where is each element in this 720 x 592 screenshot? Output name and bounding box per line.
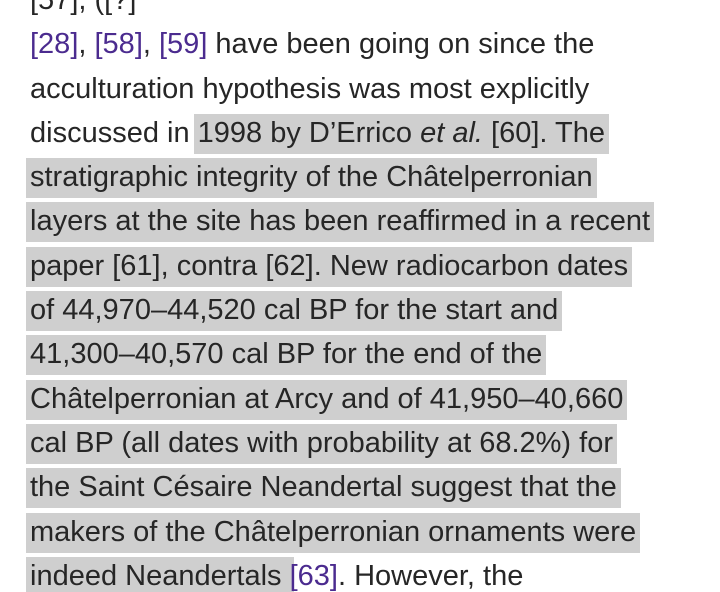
text-line-4: stratigraphic integrity of the Châtelper… [26,155,710,199]
highlighted-text[interactable]: cal BP (all dates with probability at 68… [26,423,617,464]
highlight-fragment: 1998 by D’Errico [197,116,421,149]
citation-link[interactable]: [28] [30,28,79,61]
highlighted-text[interactable]: paper [61], contra [62]. New radiocarbon… [26,246,633,287]
italic-text: et al. [420,116,483,149]
text-line-6: paper [61], contra [62]. New radiocarbon… [26,244,710,288]
text-line-2: acculturation hypothesis was most explic… [30,67,710,111]
citation-link[interactable]: [63] [289,559,338,592]
highlighted-text[interactable]: layers at the site has been reaffirmed i… [26,202,655,243]
line-text: acculturation hypothesis was most explic… [30,72,590,105]
citation-link[interactable]: [58] [94,28,143,61]
text-line-12: makers of the Châtelperronian ornaments … [26,510,710,554]
highlighted-text[interactable]: the Saint Césaire Neandertal suggest tha… [26,468,621,509]
highlight-fragment: [60]. The [482,116,605,149]
text-line-11: the Saint Césaire Neandertal suggest tha… [26,465,710,509]
text-line-10: cal BP (all dates with probability at 68… [26,421,710,465]
line-text: . However, the [337,559,524,592]
citation-link[interactable]: [59] [159,28,208,61]
text-line-7: of 44,970–44,520 cal BP for the start an… [26,288,710,332]
text-line-8: 41,300–40,570 cal BP for the end of the [26,332,710,376]
text-line-5: layers at the site has been reaffirmed i… [26,199,710,243]
text-line-1: [28], [58], [59] have been going on sinc… [30,28,595,61]
partial-cut-line: [57], ([?] [30,0,137,16]
highlighted-text[interactable]: 41,300–40,570 cal BP for the end of the [26,335,547,376]
highlighted-text[interactable]: makers of the Châtelperronian ornaments … [26,512,641,553]
line-text: have been going on since the [207,28,595,61]
highlighted-text[interactable]: 1998 by D’Errico et al. [60]. The [193,113,609,154]
highlighted-text[interactable]: stratigraphic integrity of the Châtelper… [26,158,597,199]
highlighted-text[interactable]: indeed Neandertals [26,556,294,592]
text-line-3: discussed in 1998 by D’Errico et al. [60… [30,111,710,155]
line-text: discussed in [30,116,198,149]
highlighted-text[interactable]: of 44,970–44,520 cal BP for the start an… [26,291,563,332]
text-line-9: Châtelperronian at Arcy and of 41,950–40… [26,377,710,421]
highlighted-text[interactable]: Châtelperronian at Arcy and of 41,950–40… [26,379,628,420]
text-line-13: indeed Neandertals [63]. However, the [26,554,710,592]
article-body: [57], ([?] [28], [58], [59] have been go… [26,0,710,592]
